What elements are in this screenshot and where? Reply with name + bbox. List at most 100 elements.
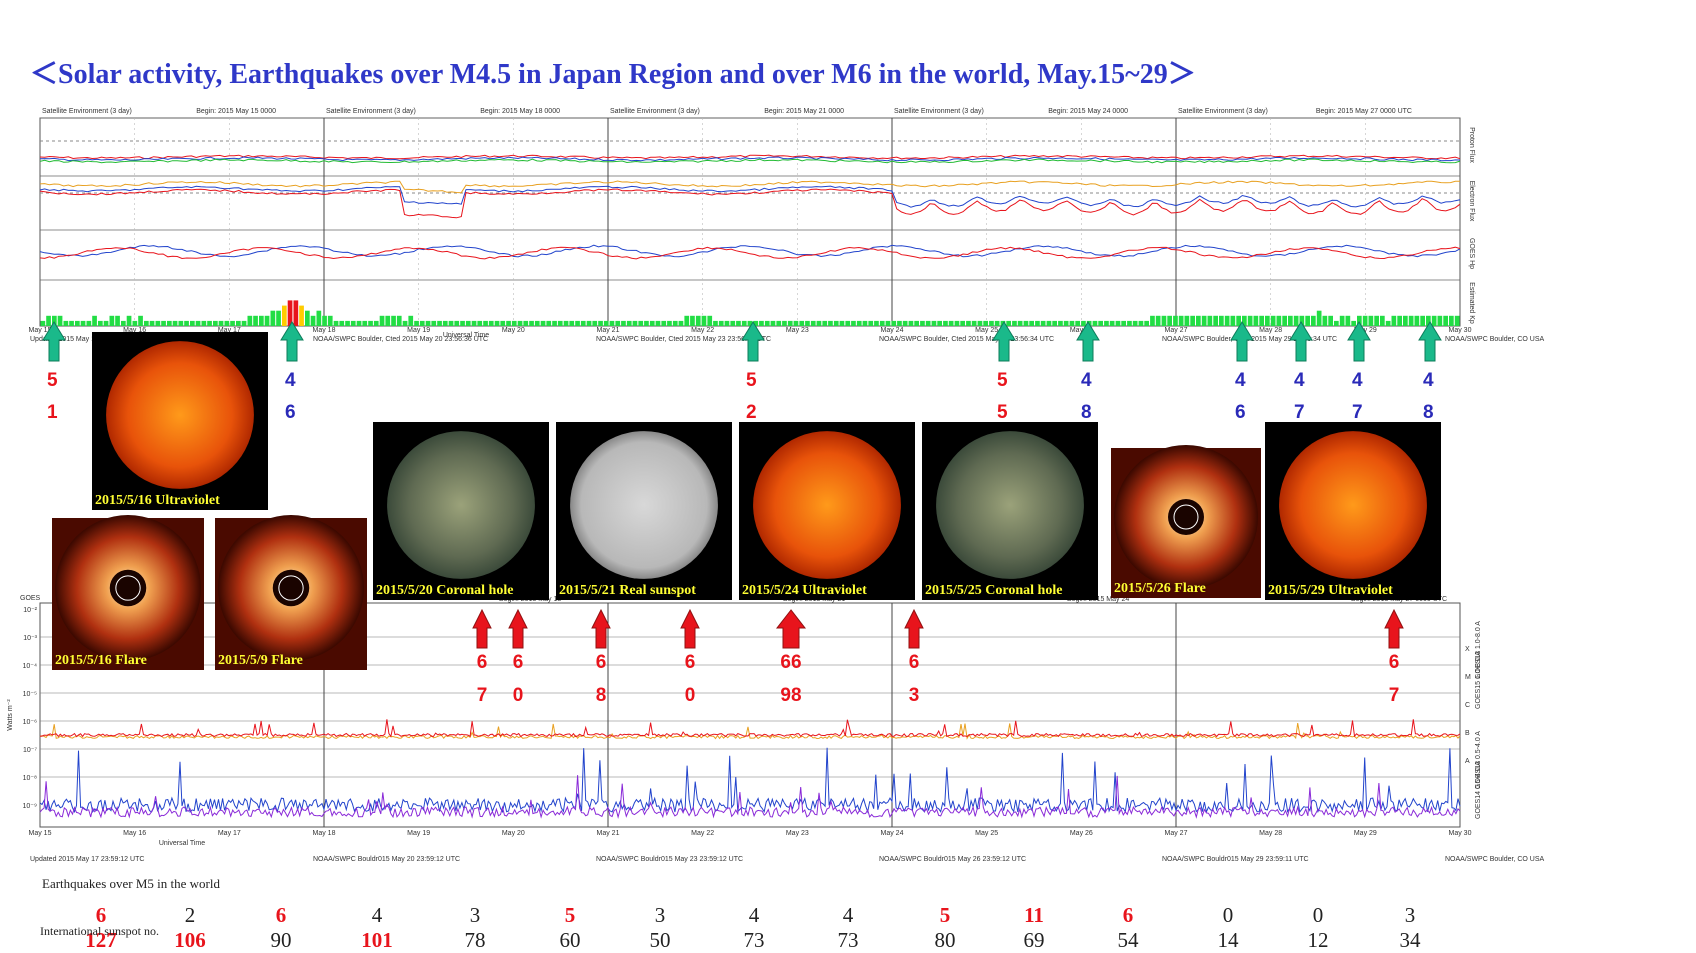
kp-bar — [1351, 320, 1356, 326]
xray-legend: GOES13 0.5-4.0 A — [1475, 731, 1482, 789]
kp-bar — [437, 320, 442, 326]
kp-bar — [1069, 320, 1075, 326]
xray-class-label: X — [1465, 646, 1470, 653]
green-arrow — [1418, 321, 1442, 362]
kp-bar — [638, 320, 644, 326]
kp-bar — [1081, 320, 1086, 326]
kp-bar — [1270, 315, 1276, 326]
sunspot-count: 14 — [1217, 928, 1239, 952]
sunspot-count: 73 — [837, 928, 859, 952]
xray-y-tick: 10⁻⁴ — [23, 663, 38, 670]
kp-bar — [402, 320, 408, 326]
japan-eq-digit-1: 5 — [997, 370, 1008, 391]
kp-bar — [1368, 315, 1374, 326]
red-arrow — [591, 608, 611, 649]
japan-eq-digit-2: 8 — [1081, 402, 1092, 423]
kp-bar — [327, 315, 333, 326]
xray-y-tick: 10⁻² — [23, 607, 37, 614]
green-arrow — [741, 321, 765, 362]
kp-bar — [925, 320, 931, 326]
kp-bar — [419, 320, 425, 326]
kp-bar — [1052, 320, 1057, 326]
red-arrow — [1384, 608, 1404, 649]
eq-count: 3 — [469, 903, 481, 927]
kp-bar — [747, 320, 753, 326]
top-header-begin: Begin: 2015 May 27 0000 UTC — [1316, 108, 1412, 115]
world-eq-digit-1: 6 — [513, 652, 524, 673]
kp-bar — [373, 320, 379, 326]
kp-bar — [270, 310, 276, 326]
kp-bar — [592, 320, 598, 326]
eq-count: 11 — [1024, 903, 1044, 927]
sun-outline — [1173, 504, 1199, 530]
top-header-left: Satellite Environment (3 day) — [610, 108, 700, 115]
xray-x-tick: May 24 — [881, 830, 904, 837]
kp-bar — [661, 320, 667, 326]
image-caption: 2015/5/16 Flare — [55, 653, 147, 668]
kp-bar — [1155, 315, 1161, 326]
kp-bar — [1017, 320, 1023, 326]
xray-x-tick: May 15 — [29, 830, 52, 837]
solar-image-coronal: 2015/5/25 Coronal hole — [922, 422, 1098, 600]
kp-bar — [1431, 315, 1437, 326]
kp-bar — [1426, 315, 1431, 326]
page-title: ＜Solar activity, Earthquakes over M4.5 i… — [30, 59, 1196, 90]
top-footer: NOAA/SWPC Boulder, Cted 2015 May 26 23:5… — [879, 336, 1054, 343]
kp-bar — [1311, 315, 1316, 326]
japan-eq-digit-1: 4 — [1352, 370, 1363, 391]
xray-class-label: M — [1465, 674, 1471, 681]
top-x-tick: May 26 — [1070, 327, 1093, 334]
kp-bar — [787, 320, 793, 326]
kp-bar — [1121, 320, 1126, 326]
kp-bar — [626, 320, 632, 326]
kp-bar — [282, 305, 287, 326]
kp-bar — [494, 320, 500, 326]
xray-footer: NOAA/SWPC Boulder, CO USA — [1445, 856, 1545, 863]
kp-bar — [431, 320, 437, 326]
top-panel-frame — [39, 117, 1461, 327]
kp-bar — [540, 320, 546, 326]
kp-bar — [1161, 315, 1167, 326]
image-caption: 2015/5/24 Ultraviolet — [742, 583, 867, 598]
kp-bar — [299, 305, 304, 326]
proton-flux-blue — [39, 156, 1461, 162]
xray-ylabel: Watts m⁻² — [7, 699, 14, 731]
xray-x-tick: May 23 — [786, 830, 809, 837]
kp-bar — [264, 315, 270, 326]
kp-bar — [1201, 315, 1207, 326]
kp-bar — [879, 320, 885, 326]
xray-class-label: B — [1465, 730, 1470, 737]
kp-bar — [1437, 315, 1443, 326]
kp-bar — [253, 315, 258, 326]
top-footer: NOAA/SWPC Boulder, Cted 2015 May 20 23:5… — [313, 336, 488, 343]
world-eq-digit-2: 7 — [477, 685, 488, 706]
xray-legend: GOES15 1.0-8.0 A — [1475, 651, 1482, 709]
kp-bar — [701, 315, 707, 326]
kp-bar — [943, 320, 948, 326]
kp-bar — [1288, 315, 1293, 326]
kp-bar — [736, 320, 741, 326]
xray-header-left: GOES — [20, 595, 41, 602]
kp-bar — [1213, 315, 1218, 326]
top-x-tick: May 25 — [975, 327, 998, 334]
red-arrow — [904, 608, 924, 649]
eq-count: 4 — [371, 903, 383, 927]
kp-bar — [98, 320, 103, 326]
proton-flux-green — [39, 158, 1461, 164]
kp-bar — [213, 320, 218, 326]
kp-bar — [586, 320, 592, 326]
proton-flux-red — [39, 154, 1461, 160]
kp-bar — [414, 320, 419, 326]
solar-image-uv: 2015/5/29 Ultraviolet — [1265, 422, 1441, 600]
top-header-begin: Begin: 2015 May 18 0000 — [480, 108, 560, 115]
xray-short-purple — [39, 775, 1461, 819]
xray-x-tick: May 26 — [1070, 830, 1093, 837]
sun-disk — [387, 431, 535, 579]
red-arrow — [472, 608, 492, 649]
top-header-begin: Begin: 2015 May 24 0000 — [1048, 108, 1128, 115]
kp-bar — [695, 315, 701, 326]
kp-bar — [1397, 315, 1402, 326]
kp-bar — [971, 320, 977, 326]
kp-bar — [908, 320, 914, 326]
kp-bar — [1259, 315, 1264, 326]
